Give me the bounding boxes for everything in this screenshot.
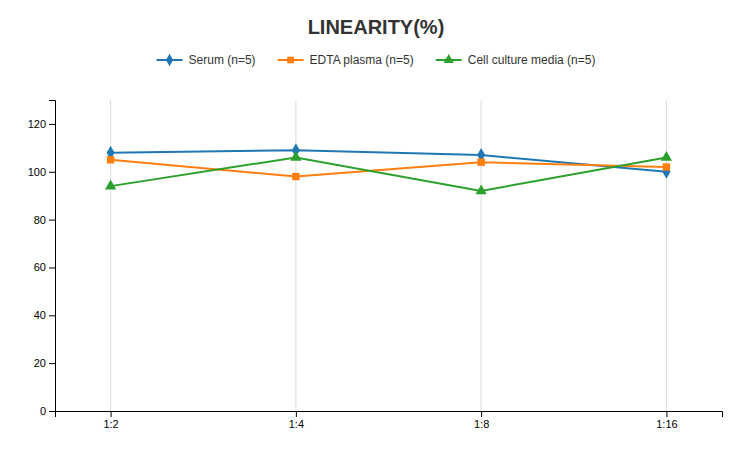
tick-label: 1:16 <box>656 418 677 430</box>
plot: 1:2 1:4 1:8 1:16 0 20 40 60 80 100 120 <box>28 100 723 430</box>
tick-mark <box>111 411 112 417</box>
grid-line <box>666 100 667 411</box>
legend-label: EDTA plasma (n=5) <box>310 53 414 67</box>
tick: 40 <box>34 309 55 321</box>
tick-mark <box>481 411 482 417</box>
tick-mark <box>49 315 55 316</box>
tick: 0 <box>40 405 55 417</box>
title: LINEARITY(%) <box>308 16 445 38</box>
point <box>663 163 670 170</box>
tick-mark <box>49 267 55 268</box>
point <box>661 151 672 161</box>
tick-label: 1:4 <box>289 418 304 430</box>
x-axis: 1:2 1:4 1:8 1:16 <box>56 411 723 430</box>
tick-label: 40 <box>34 309 46 321</box>
tick: 120 <box>28 118 55 130</box>
legend: Serum (n=5) EDTA plasma (n=5) Cell culture… <box>157 53 596 67</box>
tick-label: 1:2 <box>103 418 118 430</box>
tick-label: 0 <box>40 405 46 417</box>
legend-label: Cell culture media (n=5) <box>468 53 596 67</box>
tick-label: 20 <box>34 357 46 369</box>
legend-marker <box>166 54 173 66</box>
series <box>105 151 672 194</box>
tick: 80 <box>34 214 55 226</box>
chart: LINEARITY(%) 1:2 1:4 1:8 1:16 0 20 40 60 80 100 120… <box>0 0 752 451</box>
y-axis: 0 20 40 60 80 100 120 <box>28 101 56 418</box>
tick: 1:2 <box>103 411 118 430</box>
tick-mark <box>49 220 55 221</box>
legend-item: EDTA plasma (n=5) <box>278 53 414 67</box>
point <box>290 151 301 161</box>
legend-item: Cell culture media (n=5) <box>436 53 596 67</box>
tick: 60 <box>34 261 55 273</box>
tick: 20 <box>34 357 55 369</box>
chart-container: LINEARITY(%) 1:2 1:4 1:8 1:16 0 20 40 60 80 100 120… <box>0 0 752 451</box>
legend-label: Serum (n=5) <box>189 53 256 67</box>
grid-line <box>481 100 482 411</box>
tick-mark <box>49 124 55 125</box>
tick: 1:16 <box>656 411 677 430</box>
tick-mark <box>49 172 55 173</box>
tick-mark <box>296 411 297 417</box>
tick-label: 60 <box>34 261 46 273</box>
tick: 1:8 <box>474 411 489 430</box>
tick-mark <box>49 363 55 364</box>
series <box>107 156 670 180</box>
marks <box>105 143 672 194</box>
legend-marker <box>444 54 454 63</box>
axis-line <box>56 412 723 418</box>
tick-label: 1:8 <box>474 418 489 430</box>
point <box>107 156 114 163</box>
legend-item: Serum (n=5) <box>157 53 256 67</box>
point <box>292 173 299 180</box>
point <box>477 158 484 165</box>
line <box>111 157 667 190</box>
tick: 100 <box>28 166 55 178</box>
tick-mark <box>49 411 55 412</box>
tick: 1:4 <box>289 411 304 430</box>
tick-label: 120 <box>28 118 46 130</box>
legend-marker <box>287 57 294 64</box>
point <box>476 184 487 194</box>
point <box>105 180 116 190</box>
axis-line <box>49 101 56 412</box>
grid <box>111 100 667 411</box>
tick-label: 100 <box>28 166 46 178</box>
tick-label: 80 <box>34 214 46 226</box>
tick-mark <box>666 411 667 417</box>
